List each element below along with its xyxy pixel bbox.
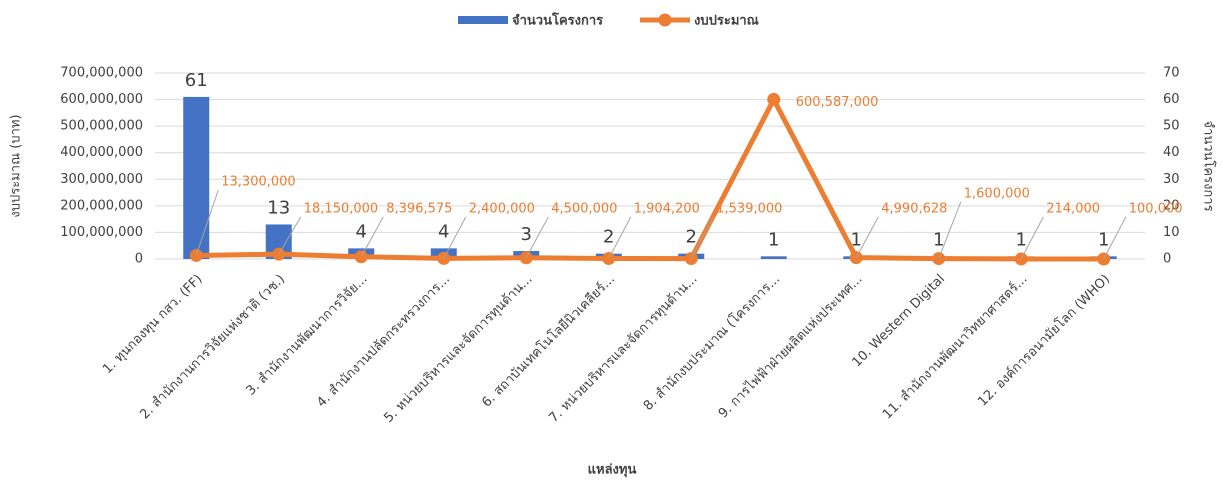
y2-tick-label: 20 — [1163, 198, 1180, 213]
y-tick-label: 400,000,000 — [60, 145, 143, 160]
y2-axis-title: จำนวนโครงการ — [1201, 120, 1217, 211]
line-label: 100,000 — [1129, 202, 1183, 217]
legend-label: จำนวนโครงการ — [512, 12, 603, 29]
y2-tick-label: 30 — [1163, 172, 1180, 187]
line-label: 8,396,575 — [386, 202, 452, 217]
line-label: 1,904,200 — [634, 202, 700, 217]
bar — [183, 96, 210, 260]
line-label: 4,990,628 — [881, 202, 947, 217]
leader-line — [195, 189, 219, 256]
y-tick-label: 600,000,000 — [60, 92, 143, 107]
x-axis-title: แหล่งทุน — [588, 463, 637, 478]
x-tick-label: 12. องค์การอนามัยโลก (WHO) — [974, 271, 1113, 410]
bar-label: 1 — [933, 229, 944, 250]
leader-line — [938, 201, 962, 259]
y-tick-label: 200,000,000 — [60, 198, 143, 213]
line-label: 1,539,000 — [716, 202, 782, 217]
leader-line — [525, 216, 549, 259]
x-tick-label: 6. สถาบันเทคโนโลยีนิวเคลียร์... — [479, 271, 618, 410]
bar-label: 1 — [1098, 229, 1109, 250]
x-tick-label: 2. สำนักงานการวิจัยแห่งชาติ (วช.) — [137, 272, 288, 423]
line-label: 13,300,000 — [221, 175, 295, 190]
line-label: 2,400,000 — [469, 202, 535, 217]
leader-line — [278, 216, 302, 255]
y-tick-label: 700,000,000 — [60, 66, 143, 81]
x-tick-label: 10. Western Digital — [849, 272, 948, 371]
line-label: 214,000 — [1046, 202, 1100, 217]
y2-tick-label: 10 — [1163, 225, 1180, 240]
y-tick-label: 300,000,000 — [60, 172, 143, 187]
leader-line — [690, 216, 714, 259]
x-tick-label: 9. การไฟฟ้าฝ่ายผลิตแห่งประเทศ... — [715, 271, 865, 421]
y2-tick-label: 0 — [1163, 252, 1171, 267]
bar-label: 1 — [1016, 229, 1027, 250]
line-label: 1,600,000 — [964, 187, 1030, 202]
bar-label: 61 — [185, 70, 208, 91]
y2-tick-label: 50 — [1163, 119, 1180, 134]
y-tick-label: 0 — [135, 252, 143, 267]
leader-line — [1103, 216, 1127, 260]
y-tick-label: 100,000,000 — [60, 225, 143, 240]
x-tick-label: 5. หน่วยบริหารและจัดการทุนด้าน... — [381, 272, 535, 426]
y2-tick-label: 70 — [1163, 66, 1180, 81]
line-marker — [272, 247, 286, 261]
y2-tick-label: 60 — [1163, 92, 1180, 107]
bar-label: 1 — [851, 229, 862, 250]
bar-label: 2 — [603, 227, 614, 248]
bar-label: 4 — [438, 221, 449, 242]
x-tick-label: 4. สำนักงานปลัดกระทรวงการ... — [314, 272, 453, 411]
line-label: 18,150,000 — [304, 202, 378, 217]
line-label: 600,587,000 — [796, 95, 879, 110]
bar-label: 4 — [356, 221, 367, 242]
leader-line — [1020, 216, 1044, 260]
legend-marker — [658, 13, 672, 27]
y-axis-title: งบประมาณ (บาท) — [9, 114, 24, 217]
bar-label: 13 — [267, 197, 290, 218]
legend-swatch — [458, 16, 508, 24]
bar — [760, 256, 787, 259]
leader-line — [443, 216, 467, 259]
leader-line — [855, 216, 879, 258]
y2-tick-label: 40 — [1163, 145, 1180, 160]
legend-label: งบประมาณ — [694, 14, 759, 29]
leader-line — [360, 216, 384, 258]
bar-label: 3 — [521, 224, 532, 245]
y-tick-label: 500,000,000 — [60, 119, 143, 134]
x-tick-label: 7. หน่วยบริหารและจัดการทุนด้าน... — [546, 272, 700, 426]
line-label: 4,500,000 — [551, 202, 617, 217]
bar-label: 1 — [768, 229, 779, 250]
line — [196, 96, 1104, 262]
bar-label: 2 — [686, 227, 697, 248]
x-tick-label: 11. สำนักงานพัฒนาวิทยาศาสตร์... — [879, 271, 1030, 422]
leader-line — [608, 216, 632, 259]
x-tick-label: 8. สำนักงบประมาณ (โครงการ... — [640, 271, 783, 414]
line-marker — [767, 92, 781, 106]
